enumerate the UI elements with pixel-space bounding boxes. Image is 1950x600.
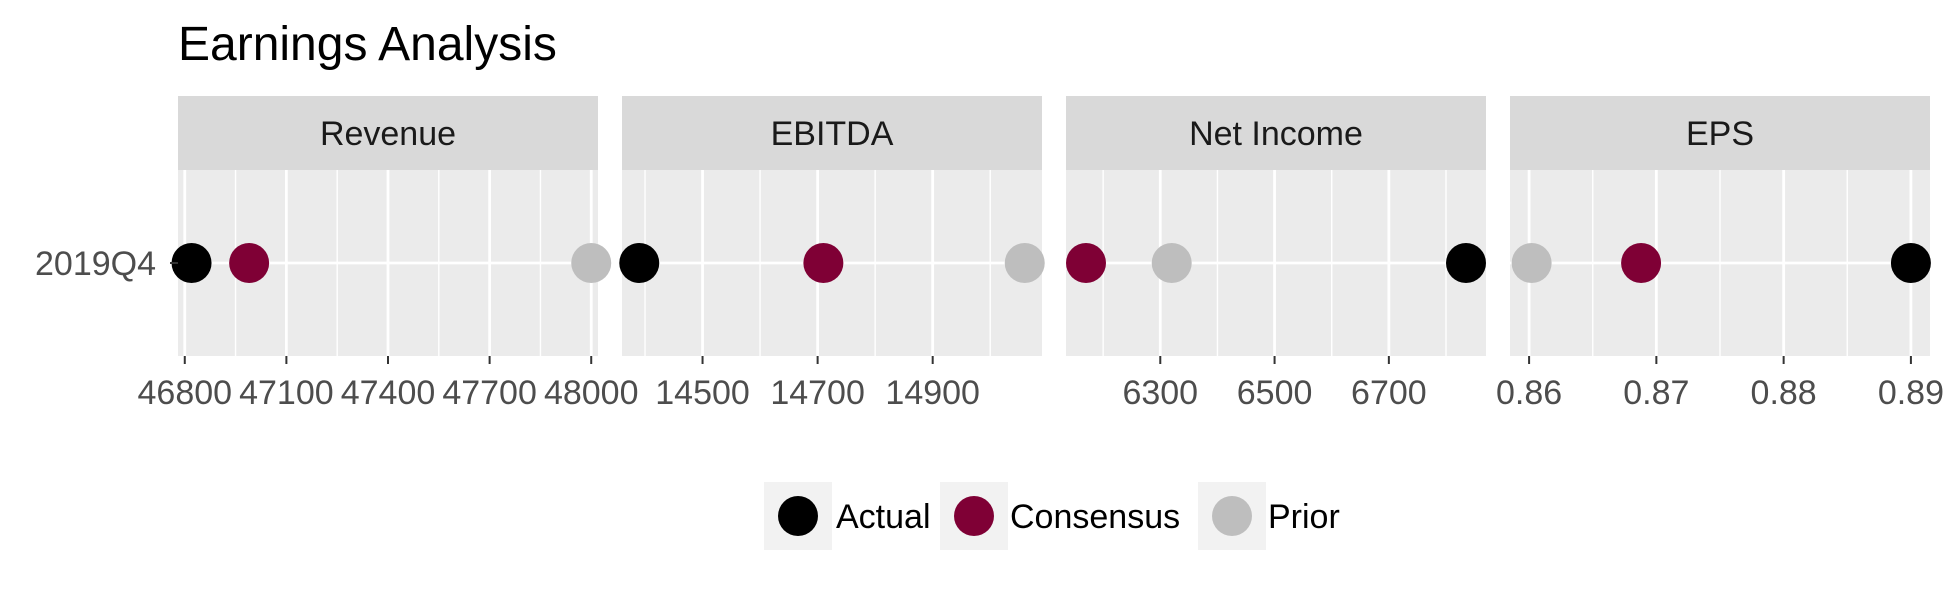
panel-revenue: Revenue 46800 47100 47400 47700 48000 (138, 96, 639, 412)
x-tick-label: 47700 (442, 374, 537, 412)
x-tick-label: 0.88 (1751, 374, 1817, 412)
legend-label-actual: Actual (836, 498, 931, 536)
y-tick-label: 2019Q4 (35, 245, 156, 283)
x-tick-label: 14700 (770, 374, 865, 412)
legend-item-consensus: Consensus (940, 482, 1180, 550)
strip-label-eps: EPS (1686, 115, 1754, 153)
strip-eps (1510, 96, 1930, 170)
panel-ebitda: EBITDA 14500 14700 14900 (619, 96, 1045, 412)
point-net-income-consensus (1066, 243, 1106, 283)
chart-title: Earnings Analysis (178, 18, 557, 71)
point-eps-actual (1890, 243, 1931, 283)
x-tick-label: 47400 (341, 374, 436, 412)
x-tick-label: 0.86 (1496, 374, 1562, 412)
x-tick-label: 0.87 (1623, 374, 1689, 412)
legend-item-prior: Prior (1198, 482, 1340, 550)
x-tick-label: 6300 (1122, 374, 1198, 412)
point-eps-consensus (1621, 243, 1662, 283)
point-ebitda-prior (1004, 243, 1045, 283)
strip-net-income (1066, 96, 1486, 170)
point-net-income-prior (1151, 243, 1192, 283)
point-net-income-actual (1446, 243, 1486, 283)
legend-marker-prior (1212, 496, 1252, 536)
x-tick-label: 0.89 (1878, 374, 1944, 412)
panel-eps: EPS 0.86 0.87 0.88 0.89 (1496, 96, 1944, 412)
point-revenue-consensus (229, 243, 270, 283)
legend: Actual Consensus Prior (764, 482, 1340, 550)
strip-label-revenue: Revenue (320, 115, 456, 153)
point-revenue-prior (571, 243, 612, 283)
legend-label-consensus: Consensus (1010, 498, 1180, 536)
x-tick-label: 6700 (1351, 374, 1427, 412)
facet-panels: Revenue 46800 47100 47400 47700 48000 EBITDA 14… (138, 96, 1944, 412)
point-ebitda-actual (619, 243, 660, 283)
x-tick-label: 48000 (544, 374, 639, 412)
x-tick-label: 14500 (655, 374, 750, 412)
strip-ebitda (622, 96, 1042, 170)
strip-label-ebitda: EBITDA (771, 115, 894, 153)
x-tick-label: 6500 (1237, 374, 1313, 412)
point-ebitda-consensus (803, 243, 844, 283)
strip-label-net-income: Net Income (1189, 115, 1363, 153)
legend-item-actual: Actual (764, 482, 931, 550)
point-revenue-actual (171, 243, 212, 283)
panel-net-income: Net Income 6300 6500 6700 (1066, 96, 1486, 412)
legend-marker-consensus (954, 496, 994, 536)
strip-revenue (178, 96, 598, 170)
x-tick-label: 47100 (239, 374, 334, 412)
y-axis: 2019Q4 (35, 245, 178, 283)
point-eps-prior (1511, 243, 1552, 283)
legend-marker-actual (778, 496, 818, 536)
x-tick-label: 14900 (885, 374, 980, 412)
x-tick-label: 46800 (138, 374, 233, 412)
legend-label-prior: Prior (1268, 498, 1340, 536)
